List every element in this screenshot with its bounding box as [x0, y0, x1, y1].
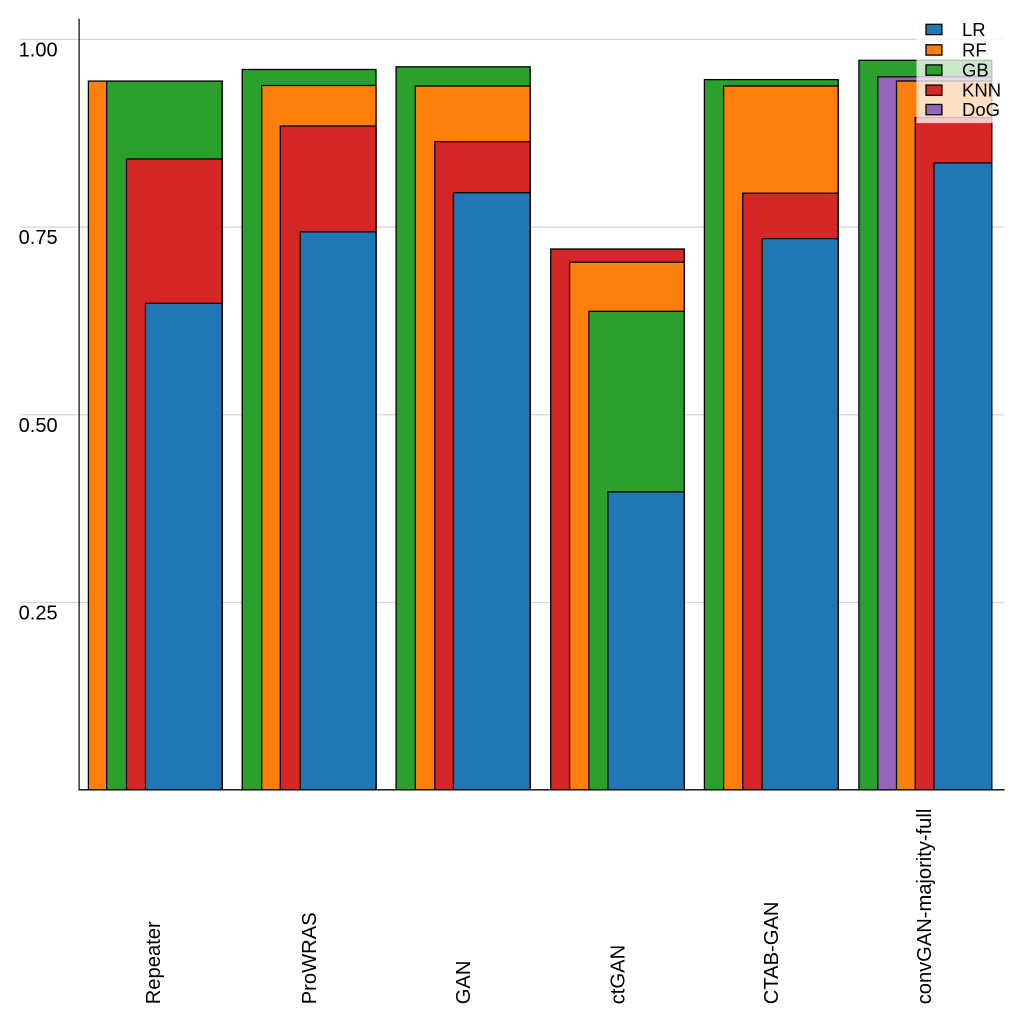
svg-text:0.50: 0.50	[19, 415, 58, 437]
svg-text:DoG: DoG	[962, 99, 1000, 120]
svg-text:GAN: GAN	[453, 961, 475, 1005]
svg-text:GB: GB	[962, 59, 989, 80]
svg-text:KNN: KNN	[962, 80, 1001, 101]
svg-text:1.00: 1.00	[19, 39, 58, 61]
svg-text:LR: LR	[962, 19, 986, 40]
svg-text:0.25: 0.25	[19, 603, 58, 625]
svg-text:CTAB-GAN: CTAB-GAN	[761, 901, 783, 1004]
svg-text:0.75: 0.75	[19, 227, 58, 249]
svg-text:Repeater: Repeater	[143, 921, 165, 1004]
svg-text:ProWRAS: ProWRAS	[299, 912, 321, 1004]
svg-text:RF: RF	[962, 39, 987, 60]
svg-text:ctGAN: ctGAN	[607, 945, 629, 1004]
svg-text:convGAN-majority-full: convGAN-majority-full	[914, 809, 936, 1005]
